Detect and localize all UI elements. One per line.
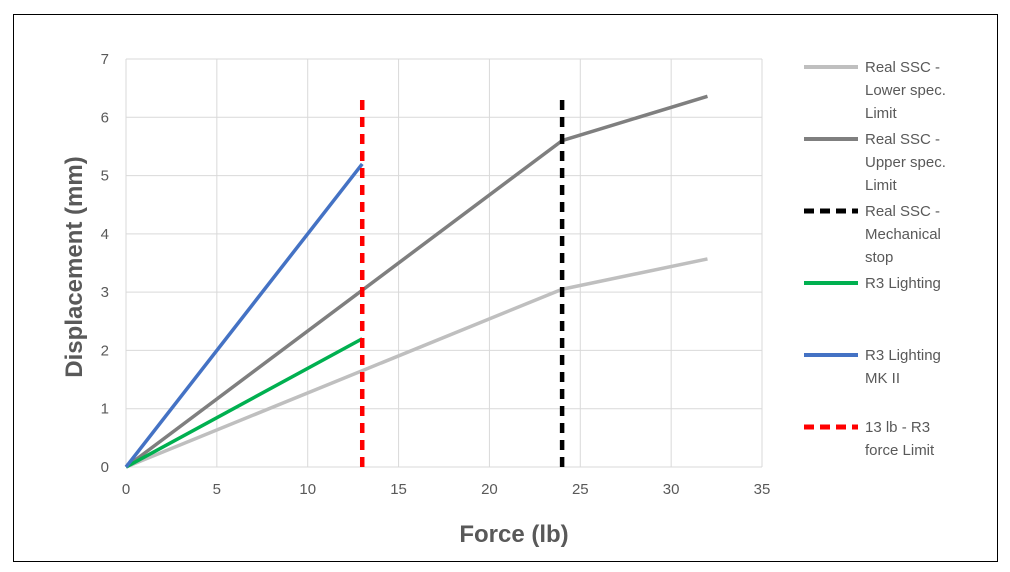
x-tick-label: 15	[390, 481, 407, 498]
x-tick-label: 0	[122, 481, 130, 498]
y-tick-label: 6	[101, 109, 109, 126]
legend-label: Mechanical	[865, 226, 941, 243]
y-tick-label: 1	[101, 401, 109, 418]
legend-label: Real SSC -	[865, 131, 940, 148]
x-tick-label: 35	[754, 481, 771, 498]
legend-label: stop	[865, 249, 893, 266]
series-line	[124, 94, 708, 469]
x-axis-title: Force (lb)	[459, 521, 568, 548]
x-tick-label: 10	[299, 481, 316, 498]
legend-label: Lower spec.	[865, 82, 946, 99]
y-tick-label: 2	[101, 342, 109, 359]
legend-label: 13 lb - R3	[865, 419, 930, 436]
legend-label: Real SSC -	[865, 203, 940, 220]
y-tick-label: 7	[101, 51, 109, 68]
y-axis-title: Displacement (mm)	[61, 156, 88, 377]
x-tick-label: 30	[663, 481, 680, 498]
legend-label: R3 Lighting	[865, 347, 941, 364]
legend-label: Limit	[865, 177, 898, 194]
legend-label: Limit	[865, 105, 898, 122]
series-line	[124, 162, 364, 469]
y-tick-label: 3	[101, 284, 109, 301]
x-tick-label: 25	[572, 481, 589, 498]
legend-label: MK II	[865, 370, 900, 387]
y-tick-label: 5	[101, 168, 109, 185]
y-tick-label: 4	[101, 226, 109, 243]
series-line	[125, 337, 364, 469]
y-tick-label: 0	[101, 459, 109, 476]
grid	[125, 58, 763, 468]
legend-label: Real SSC -	[865, 59, 940, 76]
x-tick-label: 5	[213, 481, 221, 498]
chart-frame	[13, 14, 998, 562]
series-lines	[124, 93, 708, 469]
legend-label: force Limit	[865, 442, 935, 459]
legend-label: Upper spec.	[865, 154, 946, 171]
legend: Real SSC - Lower spec. Limit Real SSC - Uppe…	[804, 59, 946, 459]
x-tick-label: 20	[481, 481, 498, 498]
legend-label: R3 Lighting	[865, 275, 941, 292]
tick-labels: 0 5 10 15 20 25 30 35 0 1 2 3 4 5 6 7	[101, 51, 771, 498]
series-line	[125, 257, 708, 469]
